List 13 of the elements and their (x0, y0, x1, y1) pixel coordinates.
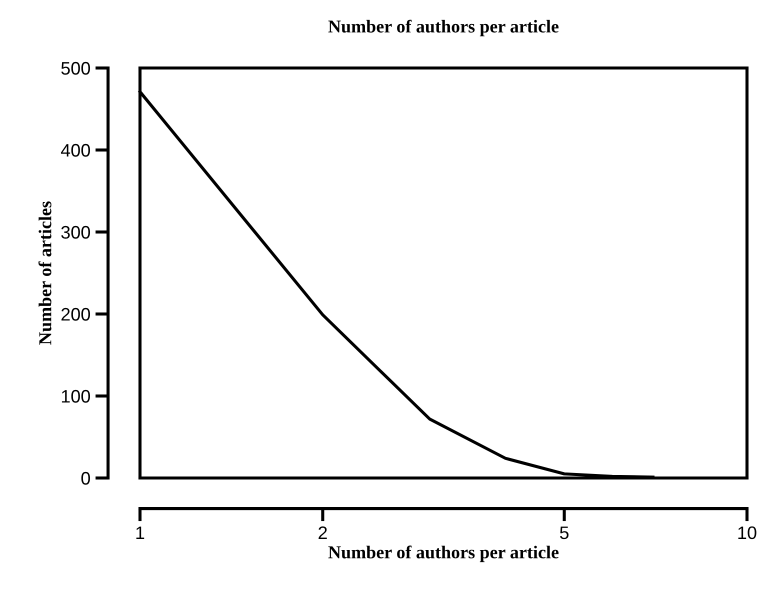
chart-title: Number of authors per article (328, 20, 559, 36)
y-tick-label: 0 (81, 472, 90, 485)
x-tick-label: 10 (738, 526, 756, 540)
y-tick-label: 100 (62, 390, 90, 403)
x-tick-label: 1 (136, 526, 144, 539)
x-axis-title: Number of authors per article (328, 546, 559, 562)
y-axis-title: Number of articles (38, 201, 52, 345)
y-tick-label: 300 (61, 226, 90, 239)
y-tick-label: 200 (61, 308, 90, 321)
x-tick-label: 2 (318, 526, 327, 539)
y-tick-label: 400 (60, 144, 90, 157)
x-tick-label: 5 (560, 526, 569, 540)
y-tick-label: 500 (61, 62, 90, 75)
